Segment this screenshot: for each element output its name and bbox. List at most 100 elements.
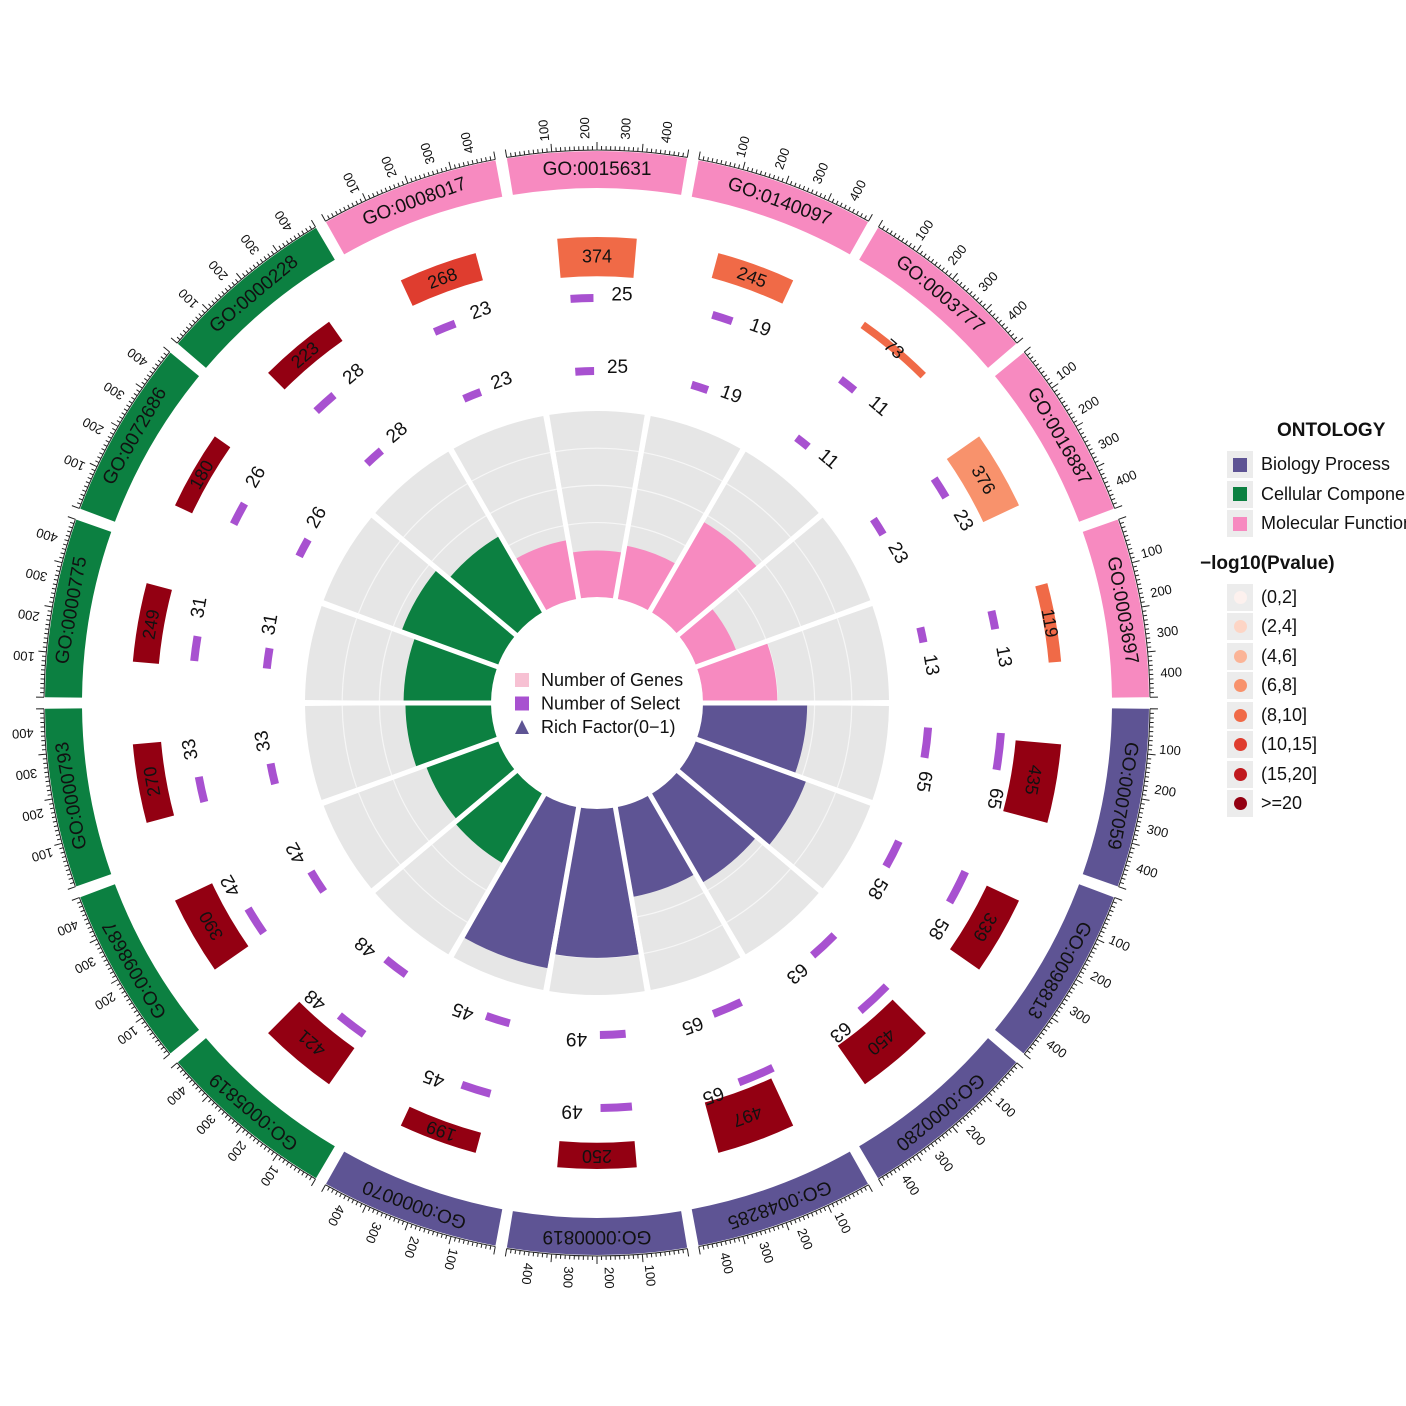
- axis-tick-label-go-0140097: 200: [771, 146, 792, 171]
- axis-tick-label-go-0000280: 100: [993, 1094, 1019, 1120]
- select-bar-b-go-0005819: [383, 956, 409, 978]
- gene-count-bar-go-0000793: [132, 741, 175, 823]
- center-legend-label: Rich Factor(0−1): [541, 717, 676, 737]
- gene-count-bar-go-0048285: [704, 1078, 794, 1153]
- select-bar-a-go-0000070: [460, 1080, 492, 1098]
- select-bar-b-go-0140097: [690, 380, 710, 394]
- rich-grid-go-0000819: [555, 953, 639, 959]
- ontology-swatch-icon: [1227, 480, 1253, 508]
- gene-count-bar-go-0000228: [268, 321, 343, 390]
- pvalue-legend-title: −log10(Pvalue): [1200, 552, 1335, 574]
- rich-factor-bar-go-0000280: [650, 771, 756, 883]
- gene-count-bar-go-0000775: [132, 583, 172, 664]
- pvalue-dot-icon: [1227, 701, 1253, 729]
- gene-count-label-go-0000819: 250: [582, 1146, 612, 1166]
- axis-ticks-go-0098813: [1023, 897, 1123, 1060]
- rich-separator: [675, 767, 824, 894]
- pvalue-legend-label: (10,15]: [1261, 734, 1318, 755]
- gene-count-label-go-0015631: 374: [582, 247, 612, 267]
- ontology-swatch-icon: [1227, 510, 1253, 538]
- ontology-band-go-0000775: [45, 519, 112, 698]
- select-bar-a-go-0016887: [930, 476, 950, 500]
- select-label-b-go-0000793: 33: [251, 729, 275, 753]
- select-bar-b-go-0072686: [295, 537, 312, 559]
- select-label-a-go-0008017: 23: [467, 297, 494, 324]
- axis-tick-label-go-0005819: 400: [164, 1083, 190, 1109]
- go-term-label-go-0000819: GO:0000819: [543, 1226, 652, 1247]
- axis-tick-label-go-0072686: 100: [62, 451, 88, 474]
- axis-ticks-go-0003777: [878, 219, 1024, 344]
- axis-tick-label-go-0140097: 400: [846, 177, 869, 203]
- select-guide-b-go-0016887: [871, 541, 876, 545]
- rich-separator: [646, 791, 747, 959]
- gene-count-label-go-0000070: 199: [424, 1117, 459, 1146]
- select-label-b-go-0016887: 23: [883, 539, 912, 568]
- gene-count-bar-go-0000070: [400, 1106, 482, 1153]
- rich-separator: [447, 447, 548, 615]
- pvalue-legend-item: (10,15]: [1200, 730, 1406, 760]
- ontology-legend-label: Molecular Function: [1261, 513, 1406, 534]
- gene-count-bar-go-0140097: [711, 253, 794, 304]
- select-bar-b-go-0000228: [364, 447, 384, 467]
- ontology-band-go-0007059: [1082, 708, 1149, 887]
- axis-tick-label-go-0005819: 200: [224, 1138, 249, 1164]
- select-bar-a-go-0000819: [600, 1102, 633, 1112]
- rich-factor-bar-go-0000819: [555, 807, 639, 958]
- axis-tick-label-go-0007059: 200: [1153, 782, 1177, 800]
- pvalue-legend-label: (8,10]: [1261, 704, 1308, 725]
- select-label-b-go-0098813: 58: [863, 874, 892, 903]
- axis-tick-label-go-0072686: 400: [124, 345, 150, 370]
- select-guide-a-go-0000228: [343, 401, 348, 407]
- select-guide-a-go-0015631: [596, 309, 599, 314]
- axis-ticks-go-0005819: [170, 1062, 316, 1187]
- ontology-band-go-0008017: [326, 160, 503, 255]
- axis-ticks-go-0000793: [36, 708, 76, 890]
- axis-tick-label-go-0072686: 300: [101, 379, 127, 403]
- rich-separator: [612, 804, 651, 993]
- axis-ticks-go-0000775: [36, 516, 76, 698]
- axis-tick-label-go-0015631: 400: [658, 121, 676, 144]
- select-label-a-go-0003777: 11: [864, 392, 893, 421]
- select-bar-a-go-0000793: [194, 776, 209, 803]
- select-guide-b-go-0003777: [803, 452, 808, 457]
- pvalue-dot-icon: [1227, 760, 1253, 788]
- axis-tick-label-go-0098687: 200: [92, 989, 118, 1013]
- axis-tick-label-go-0000070: 200: [401, 1235, 422, 1260]
- select-bar-b-go-0003697: [916, 626, 928, 644]
- select-label-a-go-0098813: 58: [924, 914, 953, 943]
- select-guide-a-go-0007059: [963, 766, 968, 769]
- select-bar-b-go-0000819: [599, 1029, 626, 1039]
- axis-tick-label-go-0140097: 100: [733, 134, 753, 159]
- axis-tick-label-go-0003697: 400: [1160, 664, 1182, 680]
- axis-tick-label-go-0140097: 300: [809, 160, 831, 186]
- select-bar-a-go-0007059: [992, 732, 1005, 771]
- select-guide-b-go-0000228: [390, 457, 395, 462]
- rich-factor-bar-go-0098813: [678, 740, 806, 845]
- axis-tick-label-go-0000793: 400: [12, 726, 34, 742]
- center-legend-label: Number of Genes: [541, 670, 683, 690]
- select-label-a-go-0016887: 23: [949, 506, 978, 535]
- gene-count-bar-go-0003697: [1035, 583, 1062, 663]
- select-guide-a-go-0000775: [211, 634, 216, 638]
- rich-factor-bar-go-0072686: [402, 570, 516, 666]
- select-bar-a-go-0098813: [946, 869, 969, 905]
- rich-grid-go-0048285: [636, 892, 705, 918]
- rich-bg-go-0015631: [549, 411, 645, 599]
- select-guide-b-go-0003697: [913, 645, 918, 648]
- ontology-legend-items: Biology Process Cellular Component Molecul…: [1200, 450, 1406, 539]
- axis-tick-label-go-0015631: 300: [618, 118, 634, 140]
- axis-tick-label-go-0003777: 100: [912, 217, 937, 243]
- select-guide-b-go-0015631: [596, 382, 598, 387]
- axis-tick-label-go-0000819: 200: [602, 1267, 617, 1289]
- axis-tick-label-go-0016887: 300: [1096, 429, 1122, 452]
- axis-tick-label-go-0015631: 200: [577, 117, 592, 139]
- select-label-b-go-0008017: 23: [488, 367, 515, 394]
- axis-tick-label-go-0000228: 200: [205, 257, 231, 283]
- select-guide-a-go-0008017: [461, 331, 465, 337]
- select-bar-a-go-0008017: [432, 319, 457, 336]
- pvalue-ring-layer: 4353394504972501994213902702491802232683…: [132, 236, 1062, 1169]
- select-label-a-go-0000819: 49: [561, 1101, 582, 1122]
- axis-tick-label-go-0016887: 100: [1053, 358, 1079, 383]
- axis-tick-label-go-0003697: 300: [1156, 623, 1179, 641]
